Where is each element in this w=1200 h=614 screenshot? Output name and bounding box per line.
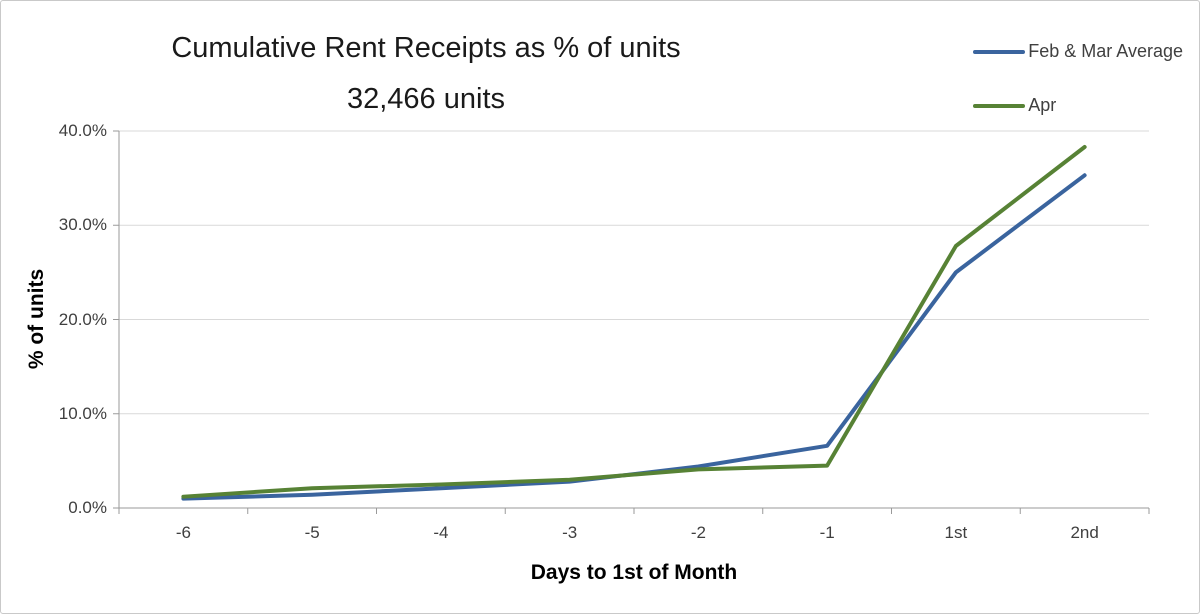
legend: Feb & Mar Average Apr <box>973 41 1183 116</box>
legend-item-feb-mar-average: Feb & Mar Average <box>973 41 1183 62</box>
x-tick-label: -5 <box>304 523 320 542</box>
x-tick-label: 1st <box>944 523 968 542</box>
legend-line-swatch-feb-mar-average <box>973 49 1026 54</box>
chart-title-block: Cumulative Rent Receipts as % of units 3… <box>91 23 761 125</box>
x-tick-label: -4 <box>433 523 449 542</box>
chart-title: Cumulative Rent Receipts as % of units <box>171 32 681 64</box>
x-tick-label: -6 <box>175 523 191 542</box>
legend-item-apr: Apr <box>973 95 1183 116</box>
legend-label-apr: Apr <box>1028 95 1057 115</box>
series-line-1 <box>181 145 1087 499</box>
chart-subtitle: 32,466 units <box>346 83 505 115</box>
x-tick-label: 2nd <box>1070 523 1099 542</box>
y-tick-label: 20.0% <box>58 309 107 329</box>
x-tick-label: -2 <box>690 523 706 542</box>
y-tick-label: 10.0% <box>58 403 107 423</box>
y-tick-label: 30.0% <box>58 215 107 235</box>
legend-line-swatch-apr <box>973 103 1026 108</box>
series-line-0 <box>181 173 1087 501</box>
x-tick-label: -3 <box>562 523 578 542</box>
y-tick-label: 0.0% <box>68 498 107 517</box>
x-tick-label: -1 <box>819 523 835 542</box>
y-tick-label: 40.0% <box>58 121 107 140</box>
x-axis-title: Days to 1st of Month <box>530 561 738 584</box>
legend-label-feb-mar-average: Feb & Mar Average <box>1028 41 1183 61</box>
